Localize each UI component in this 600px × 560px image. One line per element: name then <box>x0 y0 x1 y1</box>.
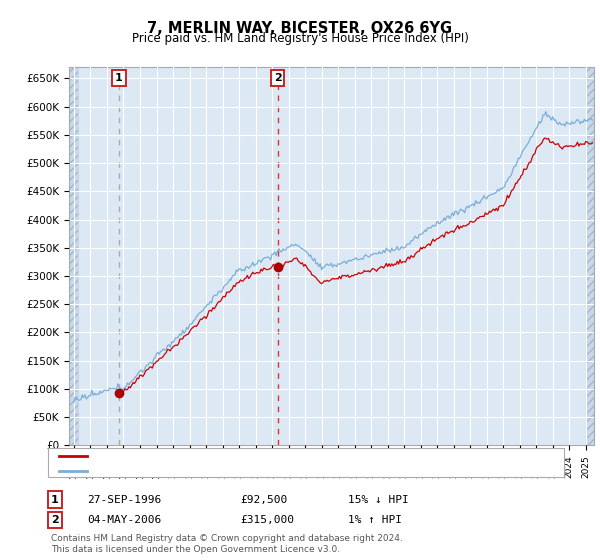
Text: This data is licensed under the Open Government Licence v3.0.: This data is licensed under the Open Gov… <box>51 545 340 554</box>
Text: 04-MAY-2006: 04-MAY-2006 <box>87 515 161 525</box>
Text: HPI: Average price, detached house, Cherwell: HPI: Average price, detached house, Cher… <box>91 466 366 475</box>
Text: Price paid vs. HM Land Registry's House Price Index (HPI): Price paid vs. HM Land Registry's House … <box>131 32 469 45</box>
Text: 15% ↓ HPI: 15% ↓ HPI <box>348 494 409 505</box>
Text: Contains HM Land Registry data © Crown copyright and database right 2024.: Contains HM Land Registry data © Crown c… <box>51 534 403 543</box>
Text: 7, MERLIN WAY, BICESTER, OX26 6YG: 7, MERLIN WAY, BICESTER, OX26 6YG <box>148 21 452 36</box>
Text: 1: 1 <box>51 494 59 505</box>
Text: 2: 2 <box>51 515 59 525</box>
Text: 27-SEP-1996: 27-SEP-1996 <box>87 494 161 505</box>
Text: £92,500: £92,500 <box>240 494 287 505</box>
Text: 7, MERLIN WAY, BICESTER, OX26 6YG (detached house): 7, MERLIN WAY, BICESTER, OX26 6YG (detac… <box>91 451 404 461</box>
Text: £315,000: £315,000 <box>240 515 294 525</box>
Text: 1: 1 <box>115 73 123 83</box>
Text: 2: 2 <box>274 73 281 83</box>
Text: 1% ↑ HPI: 1% ↑ HPI <box>348 515 402 525</box>
